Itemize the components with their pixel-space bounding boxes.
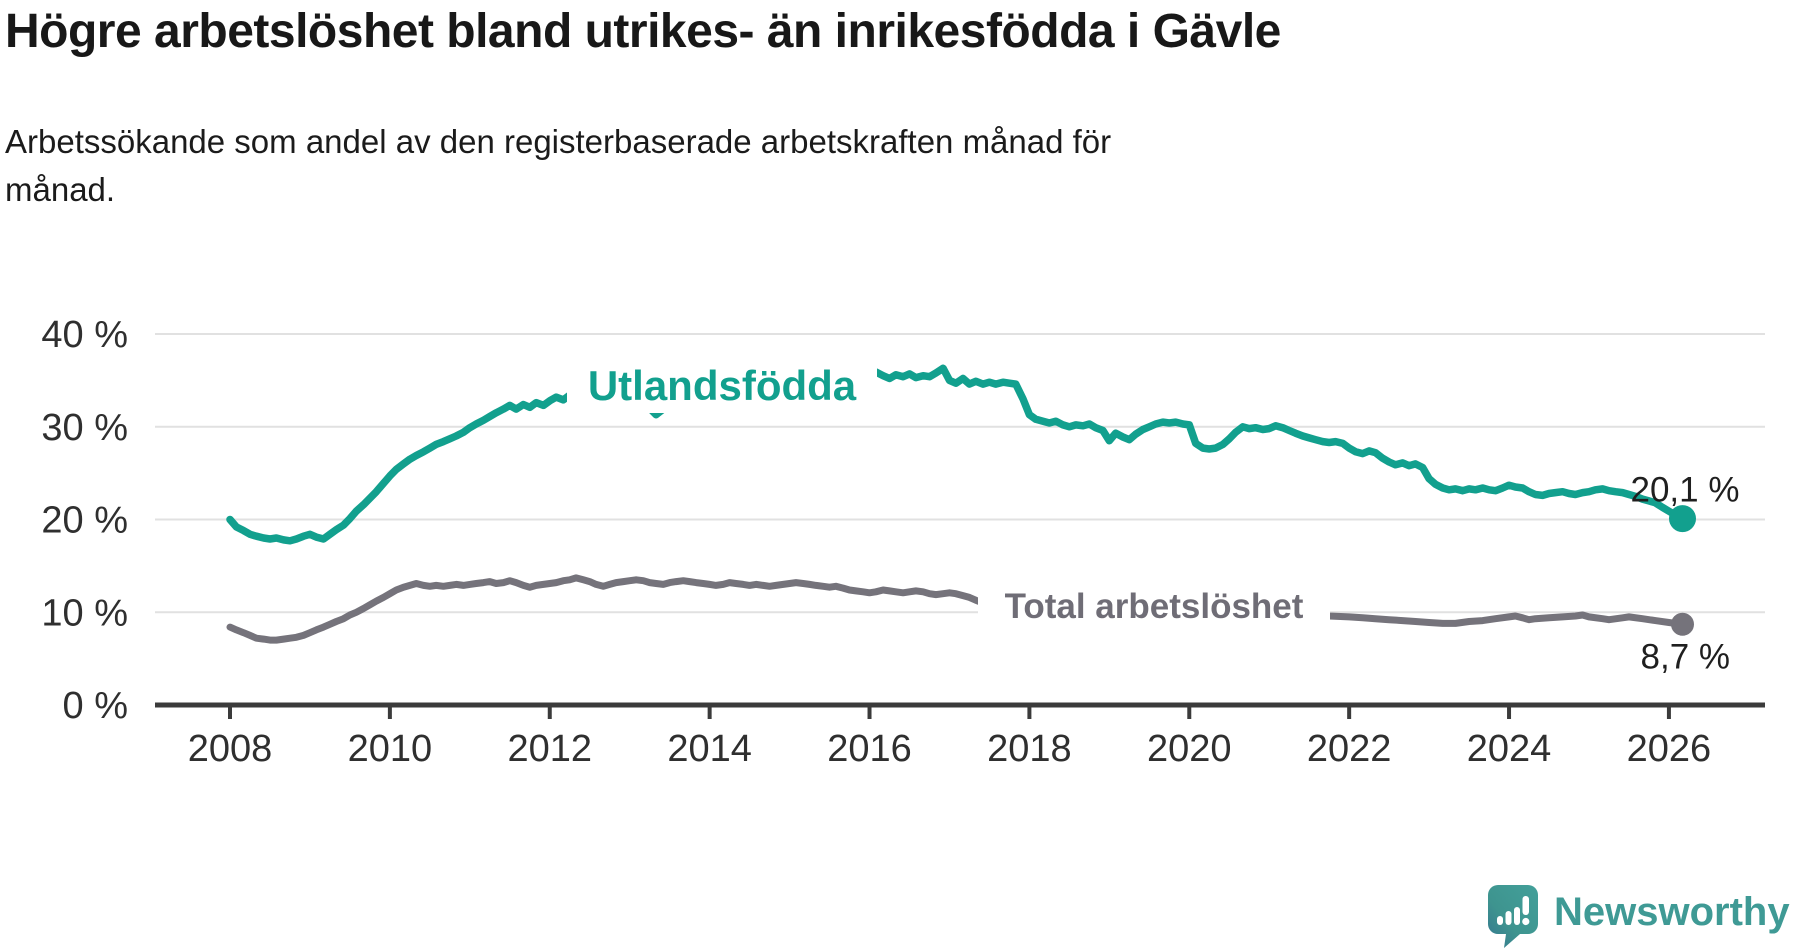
x-tick-label: 2016 [827,728,912,770]
series-label-utlandsfodda: Utlandsfödda [588,362,857,409]
x-tick-label: 2024 [1467,728,1552,770]
y-tick-label: 0 % [63,685,128,727]
end-dot-utlandsfodda [1669,505,1696,533]
end-value-label-total-arbetsloshet: 8,7 % [1641,637,1731,676]
y-tick-label: 10 % [41,592,128,634]
x-tick-label: 2014 [667,728,752,770]
y-tick-label: 20 % [41,500,128,542]
series-label-bg-total-arbetsloshet [978,577,1330,633]
logo-bar-2 [1505,910,1512,925]
x-tick-label: 2018 [987,728,1072,770]
newsworthy-logo: Newsworthy [1488,884,1790,948]
chart-subtitle: Arbetssökande som andel av den registerb… [5,118,1505,214]
page-title: Högre arbetslöshet bland utrikes- än inr… [5,5,1281,58]
logo-exclamation-bar [1522,895,1529,915]
newsworthy-speech-bubble-icon [1488,884,1538,948]
series-label-bg-utlandsfodda [567,355,877,413]
chart-subtitle-line1: Arbetssökande som andel av den registerb… [5,123,1112,160]
y-tick-label: 30 % [41,407,128,449]
series-line-total-arbetsloshet [226,574,1686,644]
series-label-total-arbetsloshet: Total arbetslöshet [1005,587,1304,626]
x-tick-label: 2008 [188,728,273,770]
series-line-utlandsfodda [226,364,1687,545]
logo-bar-3 [1514,906,1520,925]
end-value-label-utlandsfodda: 20,1 % [1631,471,1740,510]
end-dot-total-arbetsloshet [1671,612,1694,636]
x-tick-label: 2012 [507,728,592,770]
chart-subtitle-line2: månad. [5,171,116,208]
x-tick-label: 2010 [348,728,433,770]
x-tick-label: 2026 [1627,728,1712,770]
logo-exclamation-dot [1522,917,1530,925]
x-tick-label: 2022 [1307,728,1392,770]
x-tick-label: 2020 [1147,728,1232,770]
logo-bar-1 [1497,915,1503,925]
newsworthy-wordmark: Newsworthy [1554,890,1790,934]
y-tick-label: 40 % [41,314,128,356]
